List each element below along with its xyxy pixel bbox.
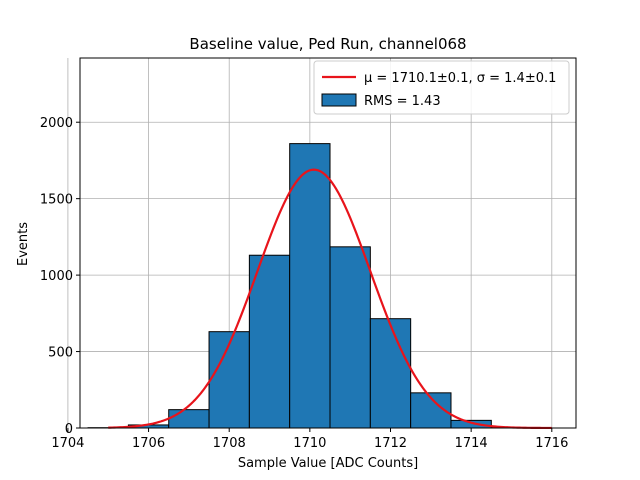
histogram-bar	[208, 331, 250, 429]
histogram-bar	[369, 318, 412, 429]
legend-box	[313, 60, 570, 115]
x-axis-label: Sample Value [ADC Counts]	[238, 456, 418, 471]
x-tick-label: 1706	[132, 436, 165, 451]
axis-ticks: 1704 1706 1708 1710 1712 1714 1716 0 500 1000 1500…	[40, 116, 568, 451]
plot-frame	[79, 57, 577, 429]
x-tick-label: 1708	[213, 436, 246, 451]
y-tick-label: 0	[65, 422, 73, 437]
histogram-bar	[329, 246, 371, 429]
y-axis-label: Events	[16, 222, 31, 266]
histogram-bar	[168, 409, 210, 429]
legend-fit-label: μ = 1710.1±0.1, σ = 1.4±0.1	[364, 71, 556, 86]
y-tick-label: 2000	[40, 116, 73, 131]
legend: μ = 1710.1±0.1, σ = 1.4±0.1 RMS = 1.43	[313, 60, 570, 115]
x-tick-label: 1714	[455, 436, 488, 451]
x-tick-label: 1712	[374, 436, 407, 451]
x-tick-label: 1710	[293, 436, 326, 451]
y-tick-label: 1000	[40, 269, 73, 284]
legend-histogram-swatch	[321, 93, 357, 107]
legend-histogram-label: RMS = 1.43	[364, 94, 441, 109]
y-tick-label: 1500	[40, 193, 73, 208]
x-tick-label: 1704	[51, 436, 84, 451]
x-tick-label: 1716	[535, 436, 568, 451]
histogram-bar	[289, 143, 331, 429]
y-tick-label: 500	[48, 346, 73, 361]
histogram-bars	[87, 143, 533, 429]
chart-title: Baseline value, Ped Run, channel068	[189, 35, 466, 53]
histogram-bar	[450, 419, 492, 429]
gaussian-fit-curve	[108, 168, 552, 430]
histogram-bar	[248, 254, 291, 429]
